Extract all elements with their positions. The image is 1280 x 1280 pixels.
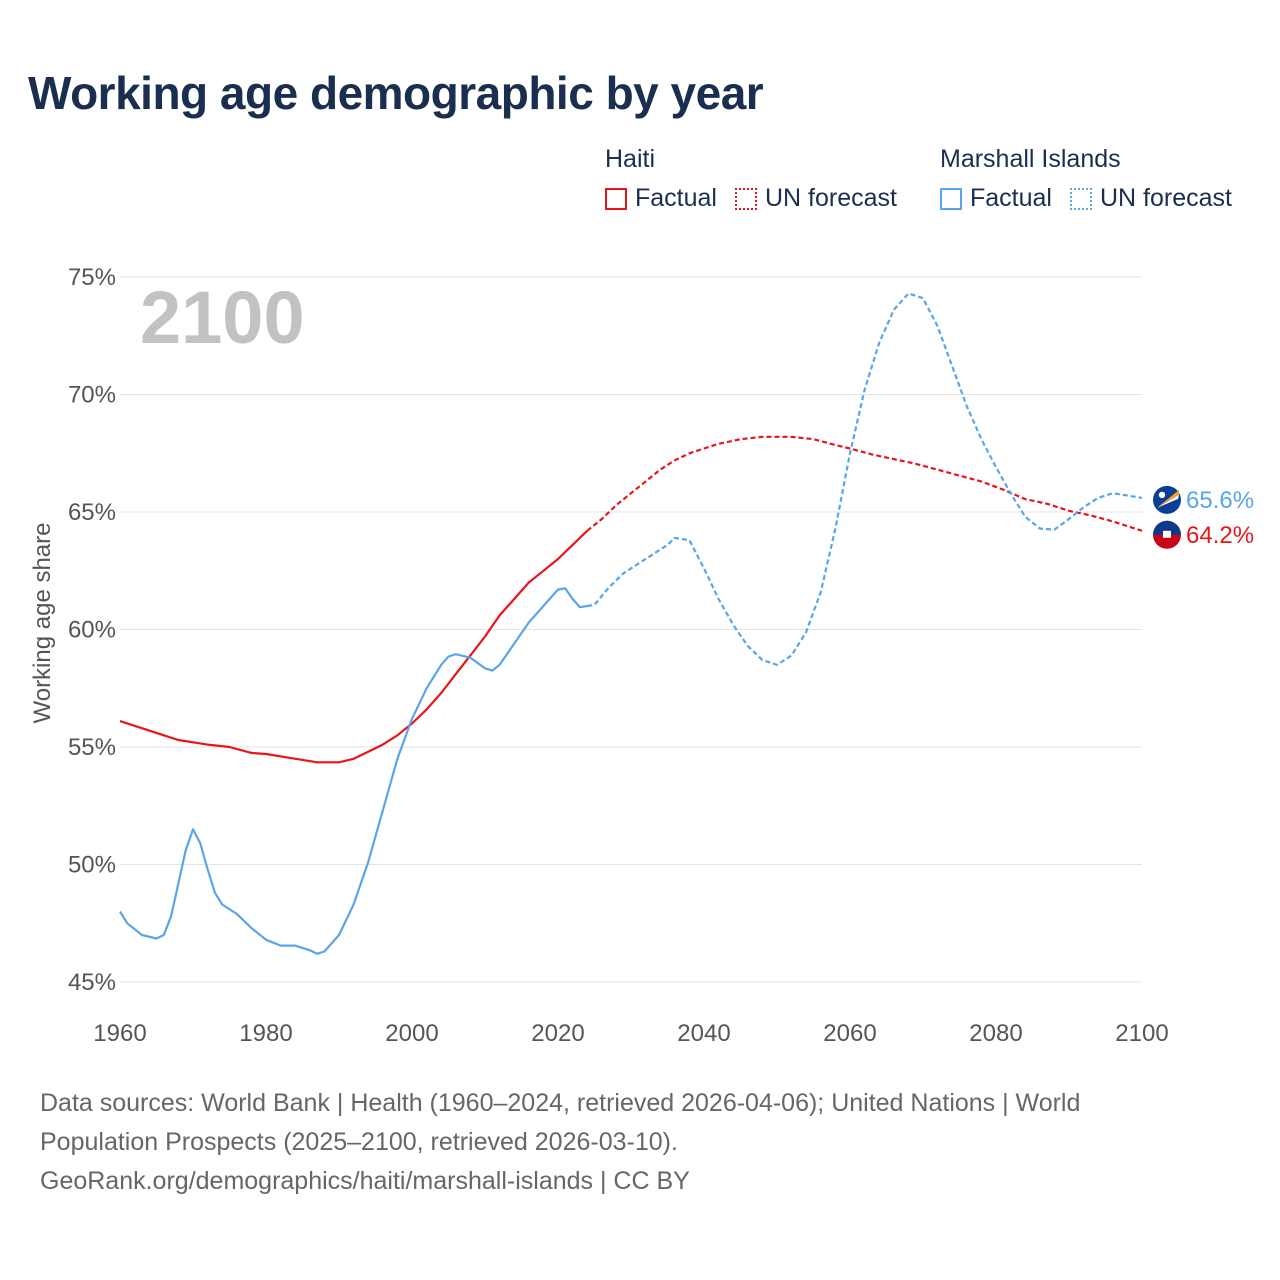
x-tick-label: 2080 (969, 1020, 1022, 1047)
y-axis-ticks: 45% 50% 55% 60% 65% 70% 75% (68, 264, 116, 996)
marshall-islands-forecast-line (587, 292, 1143, 667)
series-lines (119, 292, 1143, 955)
legend-haiti-name: Haiti (605, 145, 656, 173)
legend-haiti-factual[interactable]: Factual (605, 184, 717, 213)
grid-lines (120, 276, 1142, 983)
legend-marshall-factual-label: Factual (970, 184, 1052, 212)
legend-haiti-factual-label: Factual (635, 184, 717, 212)
end-markers: 64.2% 65.6% (1153, 485, 1254, 549)
y-tick-label: 45% (68, 969, 116, 996)
haiti-end-marker (1153, 520, 1181, 549)
marshall-islands-end-marker (1153, 485, 1181, 514)
haiti-end-label: 64.2% (1186, 522, 1254, 549)
legend-haiti-forecast-swatch (734, 187, 757, 210)
x-tick-label: 2060 (823, 1020, 876, 1047)
x-tick-label: 2100 (1115, 1020, 1168, 1047)
x-tick-label: 1980 (239, 1020, 292, 1047)
y-tick-label: 65% (68, 499, 116, 526)
marshall-islands-factual-line (119, 587, 588, 955)
y-tick-label: 60% (68, 617, 116, 644)
marshall-flag-white-ray (1157, 494, 1179, 508)
y-axis-label: Working age share (29, 523, 56, 724)
haiti-factual-line (119, 530, 588, 764)
haiti-flag-top (1153, 520, 1181, 535)
x-tick-label: 2040 (677, 1020, 730, 1047)
chart-title: Working age demographic by year (28, 67, 764, 119)
x-tick-label: 2000 (385, 1020, 438, 1047)
marshall-islands-end-label: 65.6% (1186, 487, 1254, 514)
legend-haiti-factual-swatch (605, 187, 627, 210)
footer: Data sources: World Bank | Health (1960–… (40, 1084, 1240, 1201)
legend-haiti-forecast-label: UN forecast (764, 184, 897, 212)
legend-marshall-factual[interactable]: Factual (940, 184, 1052, 213)
haiti-flag-emblem (1163, 530, 1171, 538)
legend-haiti-forecast[interactable]: UN forecast (734, 184, 897, 213)
legend-haiti: Haiti Factual UN forecast (605, 142, 915, 213)
legend-marshall-factual-swatch (940, 187, 962, 210)
year-watermark: 2100 (140, 276, 305, 359)
footer-sources-line1: Data sources: World Bank | Health (1960–… (40, 1089, 1081, 1117)
legend-marshall-name: Marshall Islands (940, 145, 1121, 173)
marshall-flag-orange-ray (1157, 489, 1179, 508)
legend-marshall-forecast-label: UN forecast (1099, 184, 1232, 212)
footer-attribution[interactable]: GeoRank.org/demographics/haiti/marshall-… (40, 1167, 690, 1195)
x-tick-label: 2020 (531, 1020, 584, 1047)
legend-marshall-forecast[interactable]: UN forecast (1069, 184, 1232, 213)
y-tick-label: 50% (68, 852, 116, 879)
marshall-flag-star (1158, 491, 1166, 499)
y-tick-label: 55% (68, 734, 116, 761)
y-tick-label: 75% (68, 264, 116, 291)
legend-marshall: Marshall Islands Factual UN forecast (940, 142, 1250, 213)
haiti-forecast-line (586, 435, 1143, 532)
x-tick-label: 1960 (93, 1020, 146, 1047)
x-axis-ticks: 1960 1980 2000 2020 2040 2060 2080 2100 (93, 1020, 1168, 1047)
footer-sources-line2: Population Prospects (2025–2100, retriev… (40, 1128, 678, 1156)
line-chart: 45% 50% 55% 60% 65% 70% 75% 1960 1980 2000 2020 20… (29, 264, 1254, 1047)
legend-marshall-forecast-swatch (1069, 187, 1092, 210)
y-tick-label: 70% (68, 382, 116, 409)
